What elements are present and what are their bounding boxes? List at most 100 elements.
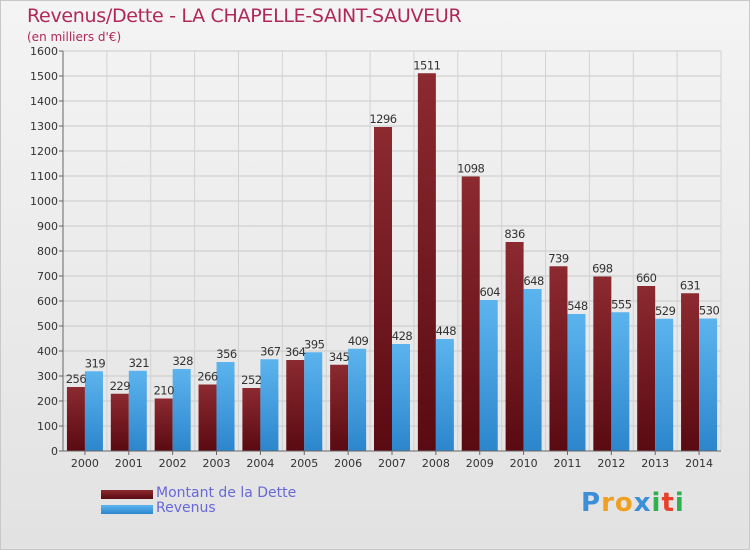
data-label-revenus: 428 [392, 329, 413, 343]
data-label-revenus: 530 [699, 304, 720, 318]
data-label-revenus: 555 [611, 297, 632, 311]
x-tick-label: 2008 [422, 457, 450, 470]
y-tick-label: 0 [51, 445, 58, 458]
x-tick-label: 2009 [466, 457, 494, 470]
legend-swatch-revenus [101, 505, 153, 514]
chart-title: Revenus/Dette - LA CHAPELLE-SAINT-SAUVEU… [27, 5, 462, 27]
bar-revenus [84, 371, 103, 451]
bar-revenus [435, 339, 454, 451]
data-label-dette: 739 [548, 251, 569, 265]
bar-revenus [260, 359, 279, 451]
bar-dette [417, 73, 436, 451]
y-tick-label: 300 [37, 370, 58, 383]
bar-dette [154, 398, 173, 451]
x-tick-label: 2011 [553, 457, 581, 470]
data-label-revenus: 356 [216, 347, 237, 361]
x-tick-label: 2005 [290, 457, 318, 470]
logo-letter: x [633, 488, 652, 518]
logo-letter: i [651, 488, 662, 518]
logo-letter: r [601, 488, 615, 518]
legend-label-revenus: Revenus [156, 500, 216, 516]
bar-revenus [128, 370, 147, 451]
legend-swatch-debt [101, 490, 153, 499]
bar-dette [461, 176, 480, 451]
x-tick-label: 2007 [378, 457, 406, 470]
y-tick-label: 1300 [30, 120, 58, 133]
x-tick-label: 2000 [71, 457, 99, 470]
y-tick-label: 500 [37, 320, 58, 333]
logo-letter: o [614, 488, 634, 518]
data-label-dette: 210 [153, 384, 174, 398]
x-tick-label: 2013 [641, 457, 669, 470]
data-label-dette: 836 [504, 227, 525, 241]
chart-subtitle: (en milliers d'€) [27, 30, 122, 44]
bar-revenus [523, 289, 542, 451]
bar-revenus [216, 362, 235, 451]
bar-revenus [655, 318, 674, 451]
bar-revenus [304, 352, 323, 451]
data-label-dette: 660 [636, 271, 657, 285]
bar-dette [242, 388, 261, 451]
y-tick-label: 1100 [30, 170, 58, 183]
bar-revenus [567, 314, 586, 451]
y-tick-label: 800 [37, 245, 58, 258]
data-label-revenus: 328 [172, 354, 193, 368]
y-tick-label: 400 [37, 345, 58, 358]
bar-dette [66, 387, 85, 451]
bar-revenus [479, 300, 498, 451]
y-tick-label: 900 [37, 220, 58, 233]
x-tick-label: 2002 [159, 457, 187, 470]
data-label-dette: 266 [197, 370, 218, 384]
data-label-dette: 345 [329, 350, 350, 364]
bar-dette [637, 286, 656, 451]
y-tick-label: 1400 [30, 95, 58, 108]
data-label-dette: 1098 [457, 162, 484, 176]
x-tick-label: 2012 [597, 457, 625, 470]
y-tick-label: 200 [37, 395, 58, 408]
data-label-revenus: 319 [85, 356, 106, 370]
bar-dette [110, 393, 129, 451]
data-label-dette: 1296 [369, 112, 396, 126]
data-label-revenus: 321 [129, 356, 150, 370]
data-label-revenus: 548 [567, 299, 588, 313]
y-tick-label: 1200 [30, 145, 58, 158]
x-tick-label: 2010 [510, 457, 538, 470]
bar-dette [505, 242, 524, 451]
logo-letter: i [674, 488, 685, 518]
x-tick-label: 2004 [246, 457, 274, 470]
x-tick-label: 2006 [334, 457, 362, 470]
data-label-dette: 229 [110, 379, 131, 393]
data-label-revenus: 367 [260, 344, 281, 358]
logo-letter: P [581, 488, 602, 518]
y-tick-label: 600 [37, 295, 58, 308]
y-tick-label: 100 [37, 420, 58, 433]
data-label-dette: 252 [241, 373, 262, 387]
data-label-revenus: 648 [523, 274, 544, 288]
proxiti-logo: Proxiti [581, 488, 685, 518]
data-label-revenus: 409 [348, 334, 369, 348]
bar-dette [330, 364, 349, 451]
data-label-dette: 698 [592, 262, 613, 276]
bar-revenus [348, 348, 367, 451]
data-label-revenus: 395 [304, 337, 325, 351]
bar-dette [593, 276, 612, 451]
data-label-dette: 1511 [413, 58, 440, 72]
bar-dette [286, 360, 305, 451]
bar-dette [681, 293, 700, 451]
bar-revenus [172, 369, 191, 451]
y-tick-label: 1600 [30, 45, 58, 58]
legend-label-debt: Montant de la Dette [156, 485, 297, 501]
bar-revenus [392, 344, 410, 451]
data-label-dette: 256 [66, 372, 87, 386]
bar-dette [549, 266, 568, 451]
x-tick-label: 2001 [115, 457, 143, 470]
data-label-revenus: 529 [655, 304, 676, 318]
data-label-dette: 364 [285, 345, 306, 359]
bar-dette [198, 384, 217, 451]
bar-revenus [611, 312, 630, 451]
bar-dette [374, 127, 392, 451]
x-tick-label: 2014 [685, 457, 713, 470]
y-tick-label: 1500 [30, 70, 58, 83]
